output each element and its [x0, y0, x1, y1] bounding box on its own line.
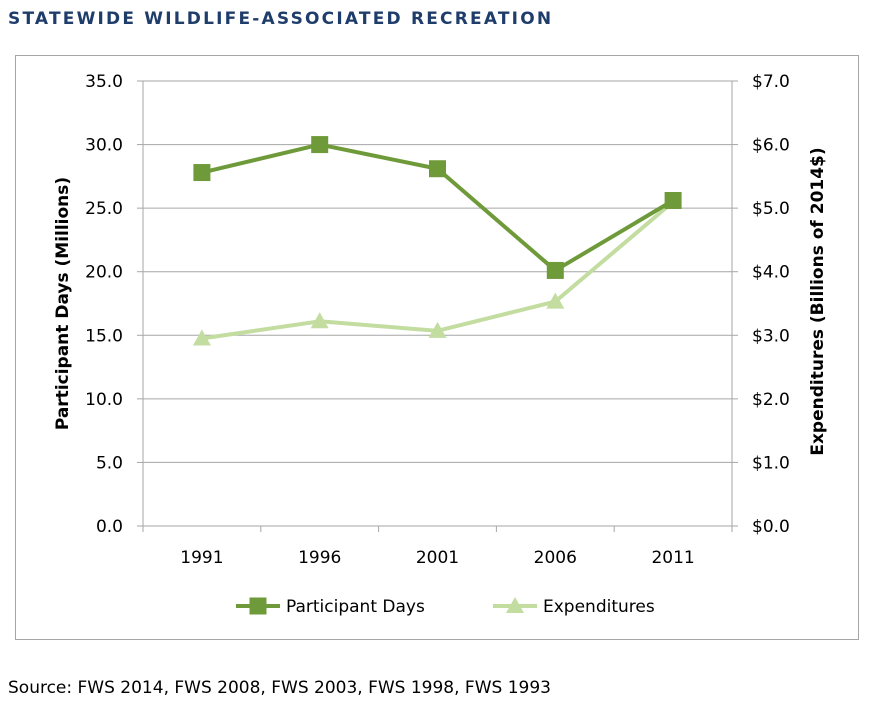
- y-tick-label: 35.0: [85, 72, 123, 92]
- chart-frame: [15, 55, 859, 640]
- y2-tick-label: $2.0: [752, 390, 790, 410]
- legend-marker-expenditures: [506, 597, 524, 613]
- y-tick-label: 10.0: [85, 390, 123, 410]
- y-tick-label: 25.0: [85, 199, 123, 219]
- data-point-expenditures: [310, 312, 329, 329]
- x-tick-label: 2006: [534, 548, 577, 568]
- y2-tick-label: $6.0: [752, 136, 790, 156]
- data-point-participant-days: [664, 192, 682, 210]
- data-point-participant-days: [546, 261, 564, 279]
- x-tick-label: 1996: [298, 548, 341, 568]
- series-line-expenditures: [201, 200, 675, 341]
- y2-tick-label: $1.0: [752, 453, 790, 473]
- y-tick-label: 20.0: [85, 263, 123, 283]
- legend-label-participant-days: Participant Days: [286, 597, 425, 617]
- y-tick-label: 15.0: [85, 326, 123, 346]
- legend-marker-participant-days: [249, 597, 267, 615]
- source-note: Source: FWS 2014, FWS 2008, FWS 2003, FW…: [8, 678, 551, 698]
- y-tick-label: 5.0: [96, 453, 123, 473]
- y-tick-label: 30.0: [85, 136, 123, 156]
- x-tick-label: 2011: [651, 548, 694, 568]
- data-point-expenditures: [192, 329, 211, 346]
- data-point-participant-days: [429, 160, 446, 178]
- x-tick-label: 1991: [180, 548, 223, 568]
- page-heading: STATEWIDE WILDLIFE-ASSOCIATED RECREATION: [8, 9, 554, 29]
- y-axis-title: Participant Days (Millions): [53, 177, 73, 430]
- y2-tick-label: $5.0: [752, 199, 790, 219]
- data-point-expenditures: [546, 292, 565, 309]
- y2-axis-title: Expenditures (Billions of 2014$): [808, 147, 828, 455]
- data-point-participant-days: [311, 136, 329, 154]
- legend-label-expenditures: Expenditures: [543, 597, 655, 617]
- y2-tick-label: $4.0: [752, 263, 790, 283]
- x-tick-label: 2001: [416, 548, 459, 568]
- data-point-expenditures: [428, 321, 447, 338]
- y2-tick-label: $0.0: [752, 517, 790, 537]
- y-tick-label: 0.0: [96, 517, 123, 537]
- data-point-participant-days: [193, 164, 211, 182]
- y2-tick-label: $3.0: [752, 326, 790, 346]
- y2-tick-label: $7.0: [752, 72, 790, 92]
